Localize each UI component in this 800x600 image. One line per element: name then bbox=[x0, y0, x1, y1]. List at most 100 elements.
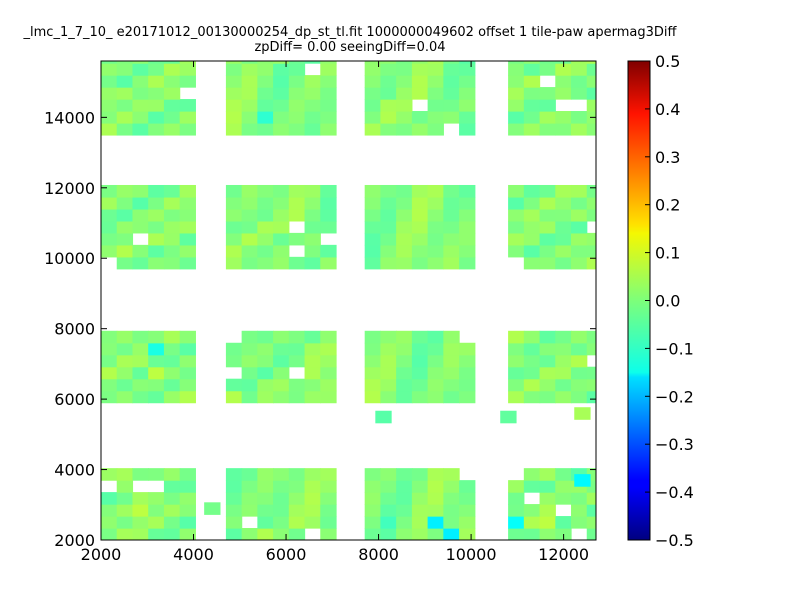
heatmap-cell bbox=[273, 99, 290, 112]
heatmap-cell bbox=[163, 330, 181, 344]
heatmap-cell bbox=[411, 516, 429, 529]
heatmap-cell bbox=[257, 390, 274, 404]
heatmap-cell bbox=[116, 61, 134, 64]
heatmap-cell bbox=[396, 196, 413, 210]
heatmap-cell bbox=[273, 196, 290, 210]
heatmap-cell bbox=[396, 354, 413, 368]
heatmap-cell bbox=[148, 87, 165, 100]
heatmap-cell bbox=[508, 63, 525, 76]
heatmap-cell bbox=[241, 122, 258, 136]
heatmap-cell bbox=[443, 63, 460, 76]
heatmap-cell bbox=[459, 61, 476, 64]
heatmap-cell bbox=[273, 390, 290, 404]
heatmap-cell bbox=[132, 342, 149, 356]
heatmap-cell bbox=[148, 342, 165, 356]
heatmap-cell bbox=[539, 184, 556, 198]
heatmap-cell bbox=[555, 256, 572, 270]
heatmap-cell bbox=[443, 256, 460, 270]
heatmap-cell bbox=[320, 330, 337, 344]
heatmap-cell bbox=[116, 208, 134, 222]
heatmap-cell bbox=[380, 63, 397, 76]
heatmap-cell bbox=[523, 99, 541, 112]
heatmap-cell bbox=[288, 378, 306, 392]
heatmap-cell bbox=[257, 99, 274, 112]
heatmap-cell bbox=[288, 480, 306, 493]
heatmap-cell bbox=[101, 99, 118, 112]
heatmap-cell bbox=[257, 330, 274, 344]
colorbar-tick-label: 0.1 bbox=[655, 244, 680, 263]
heatmap-cell bbox=[380, 468, 397, 481]
heatmap-cell bbox=[320, 492, 337, 505]
heatmap-cell bbox=[364, 330, 382, 344]
heatmap-cell bbox=[179, 528, 196, 540]
heatmap-cell bbox=[148, 208, 165, 222]
heatmap-cell bbox=[364, 342, 382, 356]
heatmap-cell bbox=[459, 244, 476, 258]
heatmap-cell bbox=[555, 330, 572, 344]
heatmap-cell bbox=[257, 61, 274, 64]
heatmap-cell bbox=[555, 75, 572, 88]
heatmap-cell bbox=[163, 378, 181, 392]
heatmap-cell bbox=[225, 75, 243, 88]
heatmap-cell bbox=[241, 63, 258, 76]
heatmap-cell bbox=[459, 492, 476, 505]
heatmap-cell bbox=[257, 75, 274, 88]
heatmap-cell bbox=[586, 122, 596, 136]
heatmap-cell bbox=[148, 122, 165, 136]
heatmap-cell bbox=[132, 354, 149, 368]
heatmap-cell bbox=[273, 256, 290, 270]
heatmap-cell bbox=[320, 390, 337, 404]
heatmap-cell bbox=[523, 184, 541, 198]
heatmap-cell bbox=[586, 87, 596, 100]
heatmap-cell bbox=[225, 504, 243, 517]
heatmap-cell bbox=[225, 111, 243, 124]
heatmap-cell bbox=[179, 366, 196, 380]
heatmap-cell bbox=[539, 208, 556, 222]
heatmap-cell bbox=[204, 502, 221, 515]
heatmap-cell bbox=[539, 480, 556, 493]
heatmap-cell bbox=[523, 63, 541, 76]
heatmap-cell bbox=[288, 208, 306, 222]
heatmap-cell bbox=[508, 99, 525, 112]
heatmap-cell bbox=[427, 122, 444, 136]
heatmap-cell bbox=[411, 504, 429, 517]
heatmap-cell bbox=[257, 220, 274, 234]
heatmap-cell bbox=[241, 220, 258, 234]
y-tick-label: 2000 bbox=[54, 531, 95, 550]
heatmap-cell bbox=[508, 87, 525, 100]
heatmap-cell bbox=[320, 220, 337, 234]
heatmap-cell bbox=[427, 87, 444, 100]
heatmap-cell bbox=[508, 122, 525, 136]
heatmap-cell bbox=[411, 63, 429, 76]
heatmap-cell bbox=[411, 528, 429, 540]
heatmap-cell bbox=[225, 208, 243, 222]
colorbar-tick-label: −0.2 bbox=[655, 387, 694, 406]
heatmap-cell bbox=[443, 184, 460, 198]
heatmap-cell bbox=[225, 99, 243, 112]
heatmap-cell bbox=[116, 366, 134, 380]
heatmap-cell bbox=[225, 516, 243, 529]
heatmap-cell bbox=[396, 61, 413, 64]
heatmap-cell bbox=[257, 196, 274, 210]
heatmap-cell bbox=[225, 354, 243, 368]
heatmap-cell bbox=[101, 244, 118, 258]
heatmap-cell bbox=[163, 480, 181, 493]
heatmap-cell bbox=[320, 366, 337, 380]
heatmap-cell bbox=[320, 256, 337, 270]
heatmap-cell bbox=[304, 390, 321, 404]
heatmap-cell bbox=[241, 354, 258, 368]
heatmap-cell bbox=[571, 342, 588, 356]
heatmap-cell bbox=[304, 122, 321, 136]
heatmap-cell bbox=[273, 232, 290, 246]
heatmap-cell bbox=[571, 111, 588, 124]
heatmap-cell bbox=[586, 61, 596, 64]
heatmap-cell bbox=[163, 354, 181, 368]
heatmap-cell bbox=[586, 244, 596, 258]
heatmap-cell bbox=[364, 61, 382, 64]
heatmap-cell bbox=[555, 244, 572, 258]
heatmap-cell bbox=[163, 61, 181, 64]
heatmap-cell bbox=[288, 184, 306, 198]
heatmap-cell bbox=[304, 516, 321, 529]
heatmap-cell bbox=[148, 330, 165, 344]
heatmap-cell bbox=[508, 378, 525, 392]
